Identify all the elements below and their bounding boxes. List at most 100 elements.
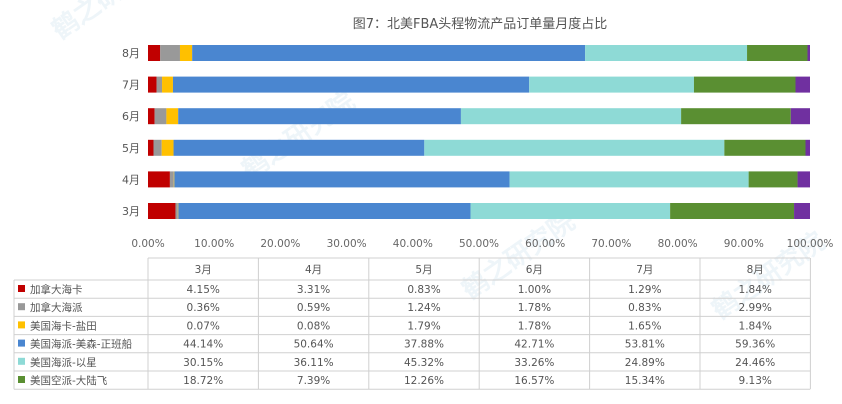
- table-cell: 3.31%: [297, 284, 330, 296]
- x-tick-label: 50.00%: [459, 238, 499, 250]
- category-label: 4月: [122, 173, 140, 186]
- bar-segment: [724, 139, 806, 156]
- bar-segment: [148, 45, 161, 61]
- bars-group: [148, 45, 810, 219]
- table-cell: 2.99%: [739, 302, 772, 314]
- table-cell: 53.81%: [625, 339, 665, 351]
- table-cell: 44.14%: [183, 339, 223, 351]
- x-tick-label: 40.00%: [393, 238, 433, 250]
- bar-segment: [460, 108, 682, 125]
- table-cell: 1.29%: [628, 284, 661, 296]
- category-label: 7月: [122, 79, 140, 92]
- legend-swatch: [18, 357, 25, 365]
- bar-segment: [795, 76, 810, 93]
- table-cell: 1.65%: [628, 320, 661, 332]
- table-cell: 1.78%: [518, 320, 551, 332]
- x-tick-label: 70.00%: [591, 238, 631, 250]
- legend-swatch: [18, 339, 25, 347]
- legend-series-name: 美国海卡-盐田: [30, 319, 97, 332]
- bar-segment: [794, 203, 810, 219]
- bar-segment: [148, 108, 155, 125]
- table-header-cell: 4月: [305, 264, 322, 276]
- table-cell: 24.89%: [625, 357, 665, 369]
- legend-series-name: 加拿大海派: [30, 301, 83, 314]
- bar-segment: [424, 139, 725, 156]
- bar-segment: [148, 139, 154, 156]
- table-cell: 1.24%: [407, 302, 440, 314]
- bar-segment: [148, 76, 157, 93]
- bar-segment: [173, 171, 175, 188]
- table-cell: 1.84%: [739, 320, 772, 332]
- table-cell: 0.83%: [628, 302, 661, 314]
- category-labels: 3月 4月 5月 6月 7月 8月: [122, 47, 140, 218]
- x-tick-label: 60.00%: [525, 238, 565, 250]
- bar-segment: [807, 45, 810, 61]
- table-cell: 59.36%: [735, 339, 775, 351]
- table-cell: 15.34%: [625, 375, 665, 387]
- table-cell: 0.59%: [297, 302, 330, 314]
- bar-segment: [748, 171, 798, 188]
- table-cell: 1.78%: [518, 302, 551, 314]
- legend-series-name: 美国空派-大陆飞: [30, 374, 108, 387]
- bar-segment: [162, 76, 173, 93]
- bar-segment: [148, 171, 170, 188]
- table-cell: 1.00%: [518, 284, 551, 296]
- x-tick-label: 80.00%: [658, 238, 698, 250]
- bar-segment: [178, 203, 471, 219]
- watermark-text: 鹤之研究院: [46, 0, 170, 46]
- bar-segment: [160, 45, 180, 61]
- legend-swatch: [18, 376, 25, 383]
- legend-series-name: 加拿大海卡: [30, 283, 83, 296]
- bar-segment: [470, 203, 671, 219]
- bar-segment: [509, 171, 749, 188]
- table-header-cell: 5月: [415, 264, 432, 276]
- table-cell: 30.15%: [183, 357, 223, 369]
- legend-swatch: [18, 303, 25, 311]
- table-header-cell: 6月: [526, 264, 543, 276]
- bar-segment: [166, 108, 179, 125]
- table-cell: 18.72%: [183, 375, 223, 387]
- bar-segment: [154, 108, 167, 125]
- chart-title: 图7：北美FBA头程物流产品订单量月度占比: [353, 16, 608, 32]
- table-cell: 0.36%: [187, 302, 220, 314]
- bar-segment: [693, 76, 796, 93]
- x-tick-label: 90.00%: [724, 238, 764, 250]
- bar-segment: [169, 171, 174, 188]
- category-label: 8月: [122, 47, 140, 60]
- table-cell: 45.32%: [404, 357, 444, 369]
- table-cell: 9.13%: [739, 375, 772, 387]
- table-header-cell: 3月: [195, 264, 212, 276]
- table-cell: 36.11%: [294, 357, 334, 369]
- category-label: 6月: [122, 110, 140, 123]
- table-cell: 37.88%: [404, 339, 444, 351]
- x-tick-label: 0.00%: [131, 238, 164, 250]
- legend-swatch: [18, 321, 25, 329]
- x-tick-label: 10.00%: [194, 238, 234, 250]
- bar-segment: [805, 139, 810, 156]
- watermark-text: 鹤之研究院: [236, 86, 360, 186]
- table-header-cell: 8月: [747, 264, 764, 276]
- table-cell: 1.84%: [739, 284, 772, 296]
- legend-series-name: 美国海派-以星: [30, 356, 97, 369]
- bar-segment: [192, 45, 586, 61]
- bar-segment: [681, 108, 791, 125]
- bar-segment: [585, 45, 748, 61]
- category-label: 5月: [122, 142, 140, 155]
- table-cell: 4.15%: [187, 284, 220, 296]
- bar-segment: [153, 139, 162, 156]
- bar-segment: [172, 76, 530, 93]
- table-header-cell: 7月: [636, 264, 653, 276]
- bar-segment: [670, 203, 795, 219]
- x-tick-label: 20.00%: [260, 238, 300, 250]
- table-cell: 12.26%: [404, 375, 444, 387]
- table-cell: 16.57%: [514, 375, 554, 387]
- bar-segment: [179, 45, 193, 61]
- bar-segment: [156, 76, 163, 93]
- legend-swatch: [18, 285, 25, 292]
- x-axis-ticks: 0.00% 10.00% 20.00% 30.00% 40.00% 50.00% 60.00…: [131, 238, 833, 250]
- table-cell: 24.46%: [735, 357, 775, 369]
- table-cell: 0.83%: [407, 284, 440, 296]
- x-tick-label: 100.00%: [787, 238, 834, 250]
